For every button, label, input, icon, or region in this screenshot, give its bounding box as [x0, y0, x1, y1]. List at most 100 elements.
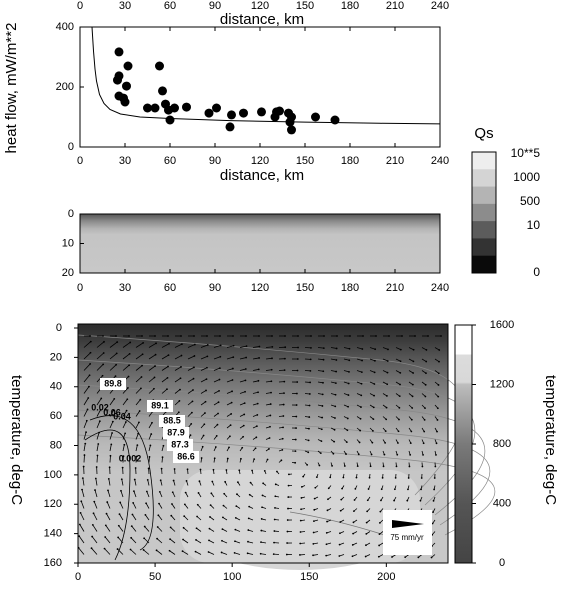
- velocity-head: [169, 538, 171, 540]
- velocity-head: [149, 456, 151, 458]
- velocity-head: [399, 372, 401, 374]
- velocity-head: [359, 430, 361, 432]
- velocity-head: [284, 335, 286, 337]
- velocity-head: [99, 420, 101, 422]
- data-point: [226, 122, 235, 131]
- velocity-head: [339, 532, 341, 534]
- velocity-head: [268, 448, 270, 450]
- velocity-head: [297, 335, 299, 337]
- velocity-head: [141, 376, 143, 378]
- velocity-head: [241, 447, 243, 449]
- x-axis-title: distance, km: [220, 167, 304, 184]
- velocity-head: [322, 405, 324, 407]
- velocity-head: [396, 454, 398, 456]
- velocity-head: [274, 507, 276, 509]
- velocity-head: [123, 444, 125, 446]
- velocity-head: [273, 542, 275, 544]
- velocity-head: [154, 377, 156, 379]
- velocity-head: [328, 487, 330, 489]
- velocity-head: [386, 407, 388, 409]
- velocity-head: [167, 335, 169, 337]
- velocity-head: [301, 486, 303, 488]
- velocity-head: [373, 395, 375, 397]
- velocity-head: [371, 454, 373, 456]
- velocity-head: [157, 514, 159, 516]
- velocity-head: [436, 442, 438, 444]
- velocity-head: [348, 383, 350, 385]
- velocity-head: [231, 390, 233, 392]
- velocity-head: [312, 554, 314, 556]
- velocity-head: [119, 502, 121, 504]
- velocity-head: [148, 467, 150, 469]
- velocity-head: [379, 533, 381, 535]
- velocity-head: [167, 377, 169, 379]
- velocity-head: [199, 480, 201, 482]
- velocity-head: [271, 357, 273, 359]
- velocity-head: [160, 479, 162, 481]
- velocity-head: [97, 455, 99, 457]
- velocity-head: [128, 376, 130, 378]
- velocity-head: [202, 446, 204, 448]
- velocity-head: [361, 383, 363, 385]
- velocity-head: [360, 394, 362, 396]
- data-point: [151, 104, 160, 113]
- data-point: [158, 86, 167, 95]
- velocity-head: [84, 454, 86, 456]
- velocity-head: [102, 363, 104, 365]
- velocity-head: [183, 515, 185, 517]
- velocity-head: [218, 401, 220, 403]
- velocity-head: [427, 335, 429, 337]
- velocity-head: [326, 543, 328, 545]
- data-point: [121, 98, 130, 107]
- velocity-head: [141, 335, 143, 337]
- velocity-head: [221, 540, 223, 542]
- y-tick-label: 20: [50, 351, 62, 363]
- velocity-head: [411, 419, 413, 421]
- velocity-head: [361, 360, 363, 362]
- velocity-head: [225, 469, 227, 471]
- velocity-head: [134, 479, 136, 481]
- colorbar-tick-label: 10**5: [511, 146, 541, 160]
- velocity-head: [168, 343, 170, 345]
- velocity-head: [358, 453, 360, 455]
- velocity-head: [131, 525, 133, 527]
- colorbar-tick-label: 10: [527, 218, 541, 232]
- velocity-head: [434, 477, 436, 479]
- velocity-head: [327, 498, 329, 500]
- velocity-head: [322, 393, 324, 395]
- x-tick-label: 60: [164, 155, 176, 167]
- data-point: [311, 113, 320, 122]
- velocity-head: [391, 556, 393, 558]
- velocity-head: [185, 492, 187, 494]
- x-tick-label: 60: [164, 282, 176, 294]
- velocity-head: [196, 516, 198, 518]
- contour-label: 0.04: [113, 411, 131, 421]
- velocity-head: [170, 515, 172, 517]
- velocity-head: [126, 398, 128, 400]
- velocity-head: [440, 335, 442, 337]
- velocity-head: [98, 432, 100, 434]
- velocity-head: [323, 335, 325, 337]
- data-point: [122, 82, 131, 91]
- velocity-head: [300, 508, 302, 510]
- velocity-head: [80, 500, 82, 502]
- velocity-head: [167, 366, 169, 368]
- velocity-head: [384, 442, 386, 444]
- velocity-head: [346, 441, 348, 443]
- velocity-head: [282, 427, 284, 429]
- velocity-head: [284, 358, 286, 360]
- velocity-head: [222, 528, 224, 530]
- colorbar-title: Qs: [474, 125, 493, 142]
- velocity-head: [256, 414, 258, 416]
- velocity-head: [323, 359, 325, 361]
- velocity-head: [117, 537, 119, 539]
- velocity-head: [339, 521, 341, 523]
- velocity-head: [379, 511, 381, 513]
- velocity-head: [250, 482, 252, 484]
- velocity-head: [366, 511, 368, 513]
- x-tick-label-top: 60: [164, 0, 176, 12]
- velocity-head: [122, 467, 124, 469]
- colorbar-tick-label: 1000: [513, 170, 540, 184]
- velocity-head: [300, 520, 302, 522]
- velocity-head: [409, 454, 411, 456]
